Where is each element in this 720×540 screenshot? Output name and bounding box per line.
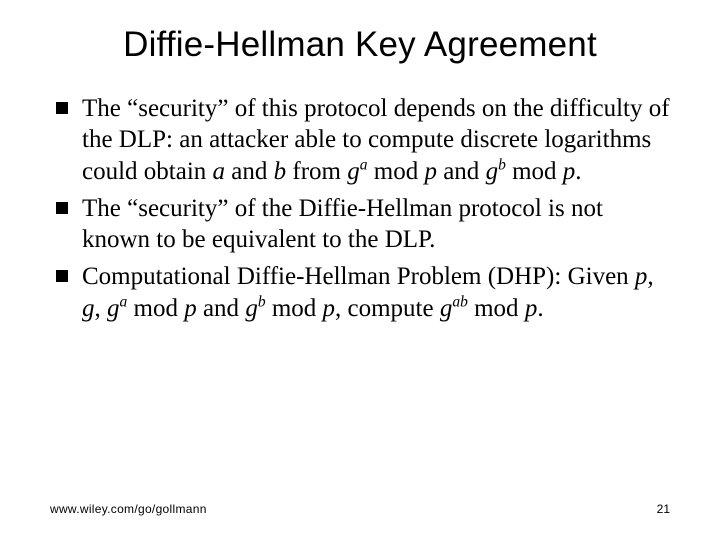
slide-footer: www.wiley.com/go/gollmann 21	[0, 502, 720, 516]
bullet-list: The “security” of this protocol depends …	[50, 93, 670, 324]
slide-title: Diffie-Hellman Key Agreement	[0, 0, 720, 75]
bullet-item: The “security” of the Diffie-Hellman pro…	[50, 193, 670, 256]
bullet-item: Computational Diffie-Hellman Problem (DH…	[50, 261, 670, 324]
footer-page-number: 21	[657, 502, 670, 516]
slide: Diffie-Hellman Key Agreement The “securi…	[0, 0, 720, 540]
bullet-item: The “security” of this protocol depends …	[50, 93, 670, 187]
slide-body: The “security” of this protocol depends …	[0, 75, 720, 324]
footer-url: www.wiley.com/go/gollmann	[50, 502, 207, 516]
